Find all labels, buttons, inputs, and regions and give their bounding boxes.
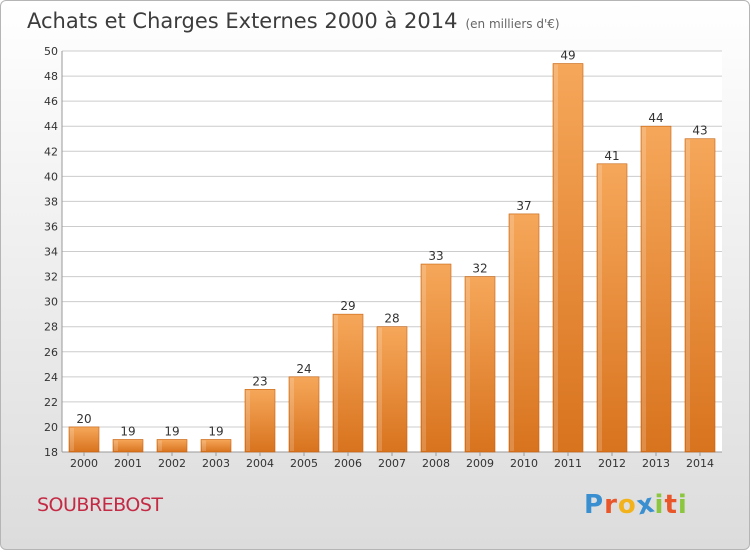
bar-highlight: [246, 390, 250, 451]
y-tick-label: 36: [44, 220, 58, 233]
y-tick-label: 28: [44, 321, 58, 334]
bar-highlight: [642, 127, 646, 451]
x-tick-label: 2000: [70, 457, 98, 470]
data-label: 28: [384, 312, 399, 326]
x-tick-label: 2012: [598, 457, 626, 470]
y-tick-label: 44: [44, 120, 58, 133]
y-tick-label: 22: [44, 396, 58, 409]
bar: [552, 63, 584, 453]
logo-letter: P: [584, 490, 605, 520]
x-tick-label: 2010: [510, 457, 538, 470]
data-label: 20: [76, 412, 91, 426]
logo-letter: i: [654, 490, 665, 520]
x-tick-label: 2005: [290, 457, 318, 470]
data-label: 41: [604, 149, 619, 163]
bar: [464, 276, 496, 453]
logo-letter: t: [664, 490, 678, 520]
proxiti-logo: Proxiti: [584, 488, 688, 521]
data-label: 44: [648, 111, 663, 125]
chart-title: Achats et Charges Externes 2000 à 2014 (e…: [27, 9, 560, 33]
x-tick-label: 2001: [114, 457, 142, 470]
y-tick-label: 38: [44, 195, 58, 208]
y-tick-label: 40: [44, 170, 58, 183]
x-tick-label: 2003: [202, 457, 230, 470]
bar-highlight: [114, 440, 118, 451]
data-label: 32: [472, 262, 487, 276]
bar-highlight: [378, 327, 382, 451]
data-label: 33: [428, 249, 443, 263]
x-tick-label: 2011: [554, 457, 582, 470]
y-tick-label: 32: [44, 271, 58, 284]
y-tick-label: 46: [44, 95, 58, 108]
bar: [376, 326, 408, 453]
data-label: 37: [516, 199, 531, 213]
bar-highlight: [70, 427, 74, 451]
y-tick-label: 24: [44, 371, 58, 384]
logo-letter: i: [677, 490, 688, 520]
bar-highlight: [686, 139, 690, 451]
data-label: 19: [208, 424, 223, 438]
bar-highlight: [554, 64, 558, 451]
data-label: 49: [560, 49, 575, 63]
y-tick-label: 48: [44, 70, 58, 83]
x-tick-label: 2002: [158, 457, 186, 470]
title-text: Achats et Charges Externes 2000 à 2014: [27, 9, 458, 33]
x-tick-label: 2008: [422, 457, 450, 470]
data-label: 23: [252, 374, 267, 388]
data-label: 19: [164, 424, 179, 438]
x-tick-label: 2009: [466, 457, 494, 470]
bar: [596, 163, 628, 453]
x-tick-label: 2014: [686, 457, 714, 470]
data-label: 19: [120, 424, 135, 438]
bar-highlight: [422, 265, 426, 451]
data-label: 43: [692, 124, 707, 138]
bar-highlight: [290, 377, 294, 451]
x-tick-label: 2007: [378, 457, 406, 470]
bar: [244, 389, 276, 453]
y-tick-label: 26: [44, 346, 58, 359]
bar: [508, 213, 540, 453]
data-label: 29: [340, 299, 355, 313]
y-tick-label: 34: [44, 246, 58, 259]
y-tick-label: 42: [44, 145, 58, 158]
y-tick-label: 50: [44, 45, 58, 58]
bar: [288, 376, 320, 453]
bar-highlight: [466, 277, 470, 451]
y-tick-label: 18: [44, 446, 58, 459]
x-tick-label: 2006: [334, 457, 362, 470]
bar-highlight: [334, 315, 338, 451]
bar: [684, 138, 716, 453]
x-tick-label: 2013: [642, 457, 670, 470]
bar: [420, 263, 452, 453]
bar: [640, 125, 672, 453]
commune-name: SOUBREBOST: [37, 494, 163, 516]
y-tick-label: 20: [44, 421, 58, 434]
bar-highlight: [158, 440, 162, 451]
bar-highlight: [202, 440, 206, 451]
logo-letter: o: [617, 490, 637, 520]
x-tick-label: 2004: [246, 457, 274, 470]
data-label: 24: [296, 362, 311, 376]
logo-letter: r: [604, 490, 618, 520]
bar-highlight: [598, 164, 602, 451]
bar-highlight: [510, 214, 514, 451]
chart-subtitle: (en milliers d'€): [465, 17, 560, 31]
bar: [332, 313, 364, 453]
y-tick-label: 30: [44, 296, 58, 309]
bar: [68, 426, 100, 453]
